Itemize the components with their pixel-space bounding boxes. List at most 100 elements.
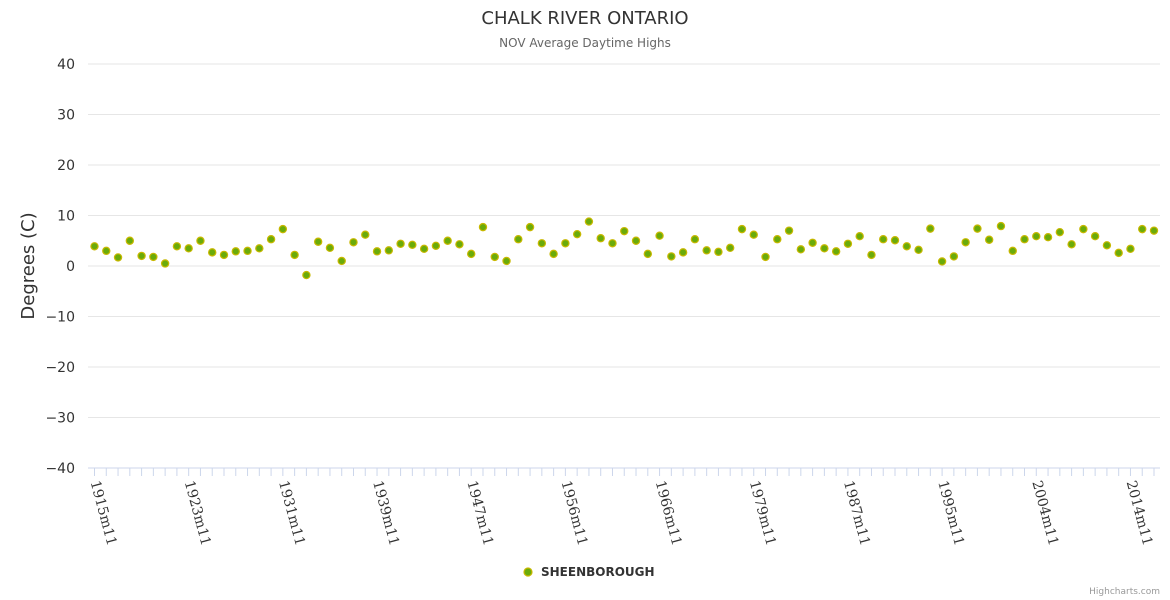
data-point[interactable] <box>290 250 299 260</box>
data-point[interactable] <box>584 217 594 226</box>
data-point[interactable] <box>90 242 99 251</box>
legend[interactable]: SHEENBOROUGH <box>523 565 655 579</box>
data-point[interactable] <box>631 236 641 245</box>
data-point[interactable] <box>266 235 276 244</box>
data-point[interactable] <box>902 242 911 251</box>
data-point[interactable] <box>149 252 158 262</box>
data-point[interactable] <box>961 238 970 247</box>
data-point[interactable] <box>361 230 370 239</box>
data-point[interactable] <box>208 248 217 257</box>
data-point[interactable] <box>1149 226 1159 235</box>
data-point[interactable] <box>1032 232 1041 241</box>
data-point[interactable] <box>384 246 394 255</box>
data-point[interactable] <box>678 248 688 257</box>
data-point[interactable] <box>1067 240 1076 249</box>
data-point[interactable] <box>184 244 193 253</box>
data-point[interactable] <box>667 252 676 261</box>
y-tick-label: 10 <box>57 209 75 225</box>
data-point[interactable] <box>113 253 123 262</box>
data-point[interactable] <box>984 235 994 244</box>
chart-subtitle: NOV Average Daytime Highs <box>499 36 671 50</box>
data-point[interactable] <box>490 252 499 262</box>
data-point[interactable] <box>831 247 841 256</box>
data-point[interactable] <box>820 244 829 253</box>
data-point[interactable] <box>690 235 700 244</box>
data-point[interactable] <box>1055 227 1065 237</box>
data-point[interactable] <box>337 256 346 266</box>
data-point[interactable] <box>1008 246 1017 256</box>
legend-label[interactable]: SHEENBOROUGH <box>541 565 655 579</box>
data-point[interactable] <box>349 238 358 247</box>
data-point[interactable] <box>1114 248 1123 258</box>
data-point[interactable] <box>1079 224 1088 234</box>
data-point[interactable] <box>431 241 441 250</box>
data-point[interactable] <box>561 239 570 248</box>
data-point[interactable] <box>443 236 452 245</box>
data-point[interactable] <box>1090 232 1100 241</box>
data-point[interactable] <box>655 231 664 240</box>
data-point[interactable] <box>796 245 806 254</box>
data-point[interactable] <box>231 247 240 256</box>
data-point[interactable] <box>1138 224 1147 234</box>
data-point[interactable] <box>726 243 735 253</box>
data-point[interactable] <box>313 237 323 246</box>
data-point[interactable] <box>572 229 582 239</box>
data-point[interactable] <box>372 247 382 256</box>
data-point[interactable] <box>502 256 511 266</box>
data-point[interactable] <box>773 235 782 244</box>
data-point[interactable] <box>243 246 252 256</box>
credits-link[interactable]: Highcharts.com <box>1089 587 1160 597</box>
data-point[interactable] <box>478 222 488 232</box>
data-point[interactable] <box>702 246 711 255</box>
y-axis-label: Degrees (C) <box>18 212 39 319</box>
data-point[interactable] <box>137 251 146 261</box>
data-point[interactable] <box>514 235 523 244</box>
data-point[interactable] <box>125 236 135 245</box>
data-point[interactable] <box>608 239 617 248</box>
data-point[interactable] <box>172 242 182 251</box>
data-point[interactable] <box>973 224 982 233</box>
data-point[interactable] <box>737 224 747 234</box>
data-point[interactable] <box>467 249 476 259</box>
data-point[interactable] <box>937 257 947 266</box>
data-point[interactable] <box>219 250 229 260</box>
data-point[interactable] <box>867 250 876 260</box>
data-point[interactable] <box>620 226 629 236</box>
data-point[interactable] <box>761 252 770 262</box>
data-point[interactable] <box>102 246 111 256</box>
data-point[interactable] <box>396 239 405 248</box>
data-point[interactable] <box>255 244 264 253</box>
data-point[interactable] <box>926 224 935 233</box>
data-point[interactable] <box>890 236 900 245</box>
data-point[interactable] <box>596 234 605 243</box>
data-point[interactable] <box>160 259 170 268</box>
data-point[interactable] <box>549 249 558 259</box>
data-point[interactable] <box>643 249 652 259</box>
data-point[interactable] <box>1020 235 1029 244</box>
data-point[interactable] <box>855 232 864 241</box>
data-point[interactable] <box>949 252 959 261</box>
data-point[interactable] <box>843 239 853 248</box>
data-point[interactable] <box>408 240 417 249</box>
data-point[interactable] <box>1126 244 1135 254</box>
data-point[interactable] <box>784 226 794 235</box>
data-point[interactable] <box>537 239 547 248</box>
data-point[interactable] <box>996 221 1006 231</box>
data-point[interactable] <box>1102 241 1112 250</box>
data-point[interactable] <box>879 235 888 244</box>
y-tick-label: 20 <box>57 158 75 174</box>
data-point[interactable] <box>196 236 205 245</box>
y-tick-label: 30 <box>57 108 75 124</box>
data-point[interactable] <box>278 224 288 234</box>
data-point[interactable] <box>302 270 311 280</box>
data-point[interactable] <box>914 245 923 255</box>
data-point[interactable] <box>455 240 464 249</box>
y-tick-label: −10 <box>45 310 75 326</box>
data-point[interactable] <box>419 244 429 254</box>
data-point[interactable] <box>525 222 535 232</box>
data-point[interactable] <box>749 230 758 239</box>
data-point[interactable] <box>714 247 723 257</box>
data-point[interactable] <box>325 243 335 253</box>
data-point[interactable] <box>1043 233 1053 242</box>
data-point[interactable] <box>808 238 817 247</box>
